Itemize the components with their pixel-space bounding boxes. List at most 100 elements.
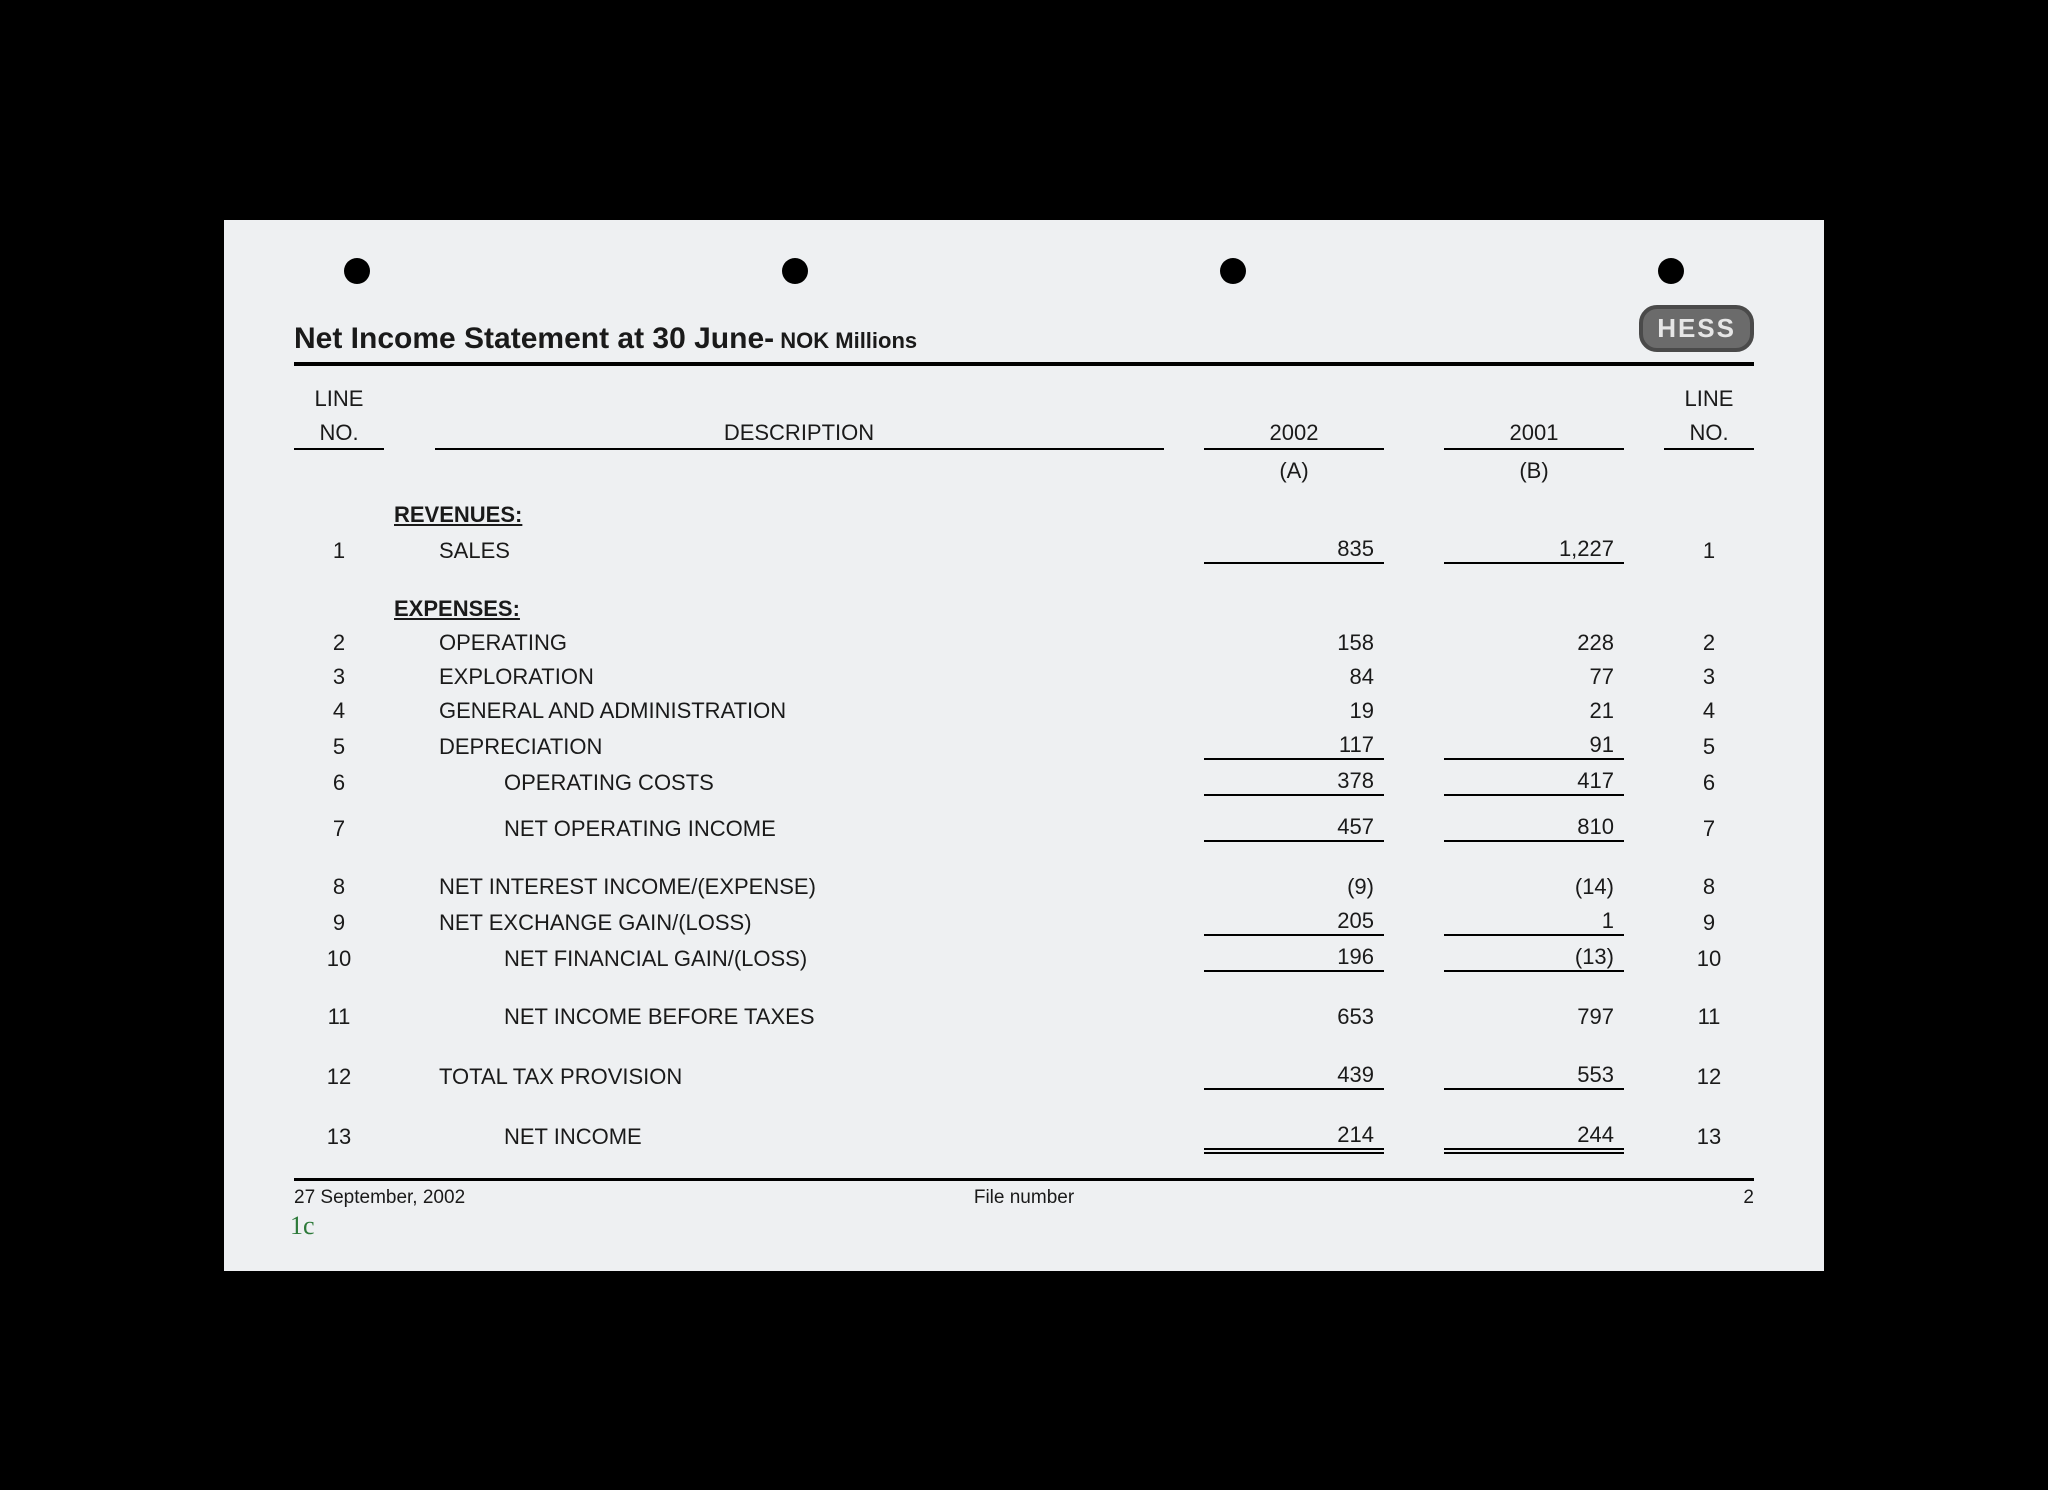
column-header-row-1: LINE LINE	[294, 386, 1754, 412]
footer-file-number: File number	[974, 1187, 1074, 1209]
table-row: 7 NET OPERATING INCOME 457 810 7	[294, 814, 1754, 842]
line-no-left: 11	[294, 1004, 384, 1030]
row-description: SALES	[384, 538, 1204, 564]
value-a: 439	[1204, 1062, 1384, 1090]
table-row: 3 EXPLORATION 84 77 3	[294, 664, 1754, 690]
line-no-left: 8	[294, 874, 384, 900]
footer-page-number: 2	[1743, 1187, 1754, 1209]
line-no-left: 2	[294, 630, 384, 656]
column-header-row-2: NO. DESCRIPTION 2002 2001 NO.	[294, 420, 1754, 450]
row-description: EXPLORATION	[384, 664, 1204, 690]
table-row: 4 GENERAL AND ADMINISTRATION 19 21 4	[294, 698, 1754, 724]
row-description: NET INCOME BEFORE TAXES	[384, 1004, 1204, 1030]
punch-hole	[1220, 258, 1246, 284]
line-no-right: 5	[1664, 734, 1754, 760]
value-b: 244	[1444, 1122, 1624, 1150]
section-revenues: REVENUES:	[294, 502, 1754, 528]
value-a: 158	[1204, 630, 1384, 656]
table-row: 8 NET INTEREST INCOME/(EXPENSE) (9) (14)…	[294, 874, 1754, 900]
row-description: TOTAL TAX PROVISION	[384, 1064, 1204, 1090]
value-b: 553	[1444, 1062, 1624, 1090]
table-row: 2 OPERATING 158 228 2	[294, 630, 1754, 656]
title-main: Net Income Statement at 30 June-	[294, 322, 774, 355]
line-no-left: 3	[294, 664, 384, 690]
col-header-line-left: LINE	[294, 386, 384, 412]
line-no-right: 9	[1664, 910, 1754, 936]
value-a: 214	[1204, 1122, 1384, 1150]
row-description: NET OPERATING INCOME	[384, 816, 1204, 842]
table-row: 12 TOTAL TAX PROVISION 439 553 12	[294, 1062, 1754, 1090]
line-no-right: 10	[1664, 946, 1754, 972]
title-block: Net Income Statement at 30 June- NOK Mil…	[294, 322, 917, 356]
line-no-right: 8	[1664, 874, 1754, 900]
document-page: Net Income Statement at 30 June- NOK Mil…	[224, 220, 1824, 1271]
value-a: 653	[1204, 1004, 1384, 1030]
value-b: (13)	[1444, 944, 1624, 972]
line-no-left: 13	[294, 1124, 384, 1150]
table-row: 11 NET INCOME BEFORE TAXES 653 797 11	[294, 1004, 1754, 1030]
value-b: 417	[1444, 768, 1624, 796]
line-no-right: 12	[1664, 1064, 1754, 1090]
value-a: 457	[1204, 814, 1384, 842]
line-no-right: 7	[1664, 816, 1754, 842]
row-description: DEPRECIATION	[384, 734, 1204, 760]
line-no-left: 10	[294, 946, 384, 972]
punch-hole	[782, 258, 808, 284]
line-no-left: 4	[294, 698, 384, 724]
title-sub: NOK Millions	[774, 328, 917, 353]
value-a: 84	[1204, 664, 1384, 690]
col-header-no-left: NO.	[294, 420, 384, 450]
value-b: 810	[1444, 814, 1624, 842]
line-no-left: 1	[294, 538, 384, 564]
value-b: (14)	[1444, 874, 1624, 900]
column-header-row-3: (A) (B)	[294, 458, 1754, 484]
col-header-description: DESCRIPTION	[435, 420, 1164, 450]
line-no-right: 1	[1664, 538, 1754, 564]
hess-logo: HESS	[1639, 305, 1754, 352]
col-header-year-a: 2002	[1204, 420, 1384, 450]
row-description: OPERATING	[384, 630, 1204, 656]
line-no-right: 4	[1664, 698, 1754, 724]
value-b: 21	[1444, 698, 1624, 724]
line-no-left: 5	[294, 734, 384, 760]
row-description: NET FINANCIAL GAIN/(LOSS)	[384, 946, 1204, 972]
line-no-left: 7	[294, 816, 384, 842]
row-description: OPERATING COSTS	[384, 770, 1204, 796]
handwritten-annotation: 1c	[290, 1211, 1754, 1241]
table-row: 10 NET FINANCIAL GAIN/(LOSS) 196 (13) 10	[294, 944, 1754, 972]
row-description: GENERAL AND ADMINISTRATION	[384, 698, 1204, 724]
value-a: 19	[1204, 698, 1384, 724]
punch-hole	[344, 258, 370, 284]
row-description: NET INTEREST INCOME/(EXPENSE)	[384, 874, 1204, 900]
row-description: NET EXCHANGE GAIN/(LOSS)	[384, 910, 1204, 936]
value-a: 378	[1204, 768, 1384, 796]
col-header-year-b: 2001	[1444, 420, 1624, 450]
col-sub-b: (B)	[1444, 458, 1624, 484]
line-no-left: 6	[294, 770, 384, 796]
punch-holes	[224, 258, 1824, 284]
table-row: 5 DEPRECIATION 117 91 5	[294, 732, 1754, 760]
line-no-left: 12	[294, 1064, 384, 1090]
col-header-no-right: NO.	[1664, 420, 1754, 450]
value-a: 117	[1204, 732, 1384, 760]
value-b: 1,227	[1444, 536, 1624, 564]
line-no-right: 11	[1664, 1004, 1754, 1030]
value-b: 228	[1444, 630, 1624, 656]
line-no-right: 2	[1664, 630, 1754, 656]
footer-date: 27 September, 2002	[294, 1187, 465, 1209]
value-b: 797	[1444, 1004, 1624, 1030]
table-row: 1 SALES 835 1,227 1	[294, 536, 1754, 564]
table-row: 6 OPERATING COSTS 378 417 6	[294, 768, 1754, 796]
table-row: 9 NET EXCHANGE GAIN/(LOSS) 205 1 9	[294, 908, 1754, 936]
value-b: 91	[1444, 732, 1624, 760]
col-sub-a: (A)	[1204, 458, 1384, 484]
value-a: 835	[1204, 536, 1384, 564]
footer-rule	[294, 1178, 1754, 1181]
footer: 27 September, 2002 File number 2	[294, 1187, 1754, 1209]
header: Net Income Statement at 30 June- NOK Mil…	[294, 305, 1754, 366]
value-b: 77	[1444, 664, 1624, 690]
statement-table: LINE LINE NO. DESCRIPTION 2002 2001 NO. …	[294, 386, 1754, 1150]
section-expenses: EXPENSES:	[294, 596, 1754, 622]
line-no-right: 6	[1664, 770, 1754, 796]
line-no-right: 13	[1664, 1124, 1754, 1150]
